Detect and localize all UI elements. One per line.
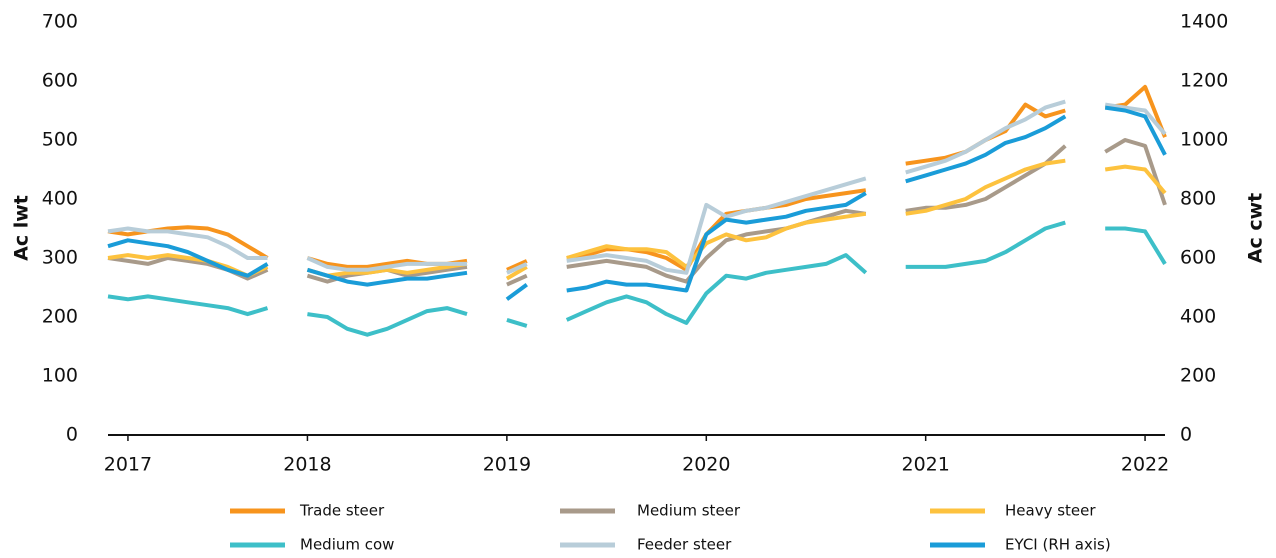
y-tick-label: 600 — [42, 70, 78, 92]
series-line — [107, 105, 1167, 301]
y2-tick-label: 1400 — [1180, 11, 1228, 33]
y-tick-label: 0 — [66, 424, 78, 446]
x-tick-label: 2019 — [483, 454, 531, 476]
y-tick-label: 100 — [42, 365, 78, 387]
series-line — [107, 158, 1167, 281]
y2-tick-label: 600 — [1180, 247, 1216, 269]
legend-label: Heavy steer — [1005, 502, 1096, 520]
y-tick-label: 200 — [42, 306, 78, 328]
legend-label: Medium steer — [637, 502, 741, 520]
y-tick-label: 500 — [42, 129, 78, 151]
y2-tick-label: 800 — [1180, 188, 1216, 210]
y-tick-label: 300 — [42, 247, 78, 269]
series-line — [107, 220, 1167, 337]
x-tick-label: 2021 — [901, 454, 949, 476]
y-tick-label: 700 — [42, 11, 78, 33]
y2-tick-label: 200 — [1180, 365, 1216, 387]
x-tick-label: 2022 — [1121, 454, 1169, 476]
x-tick-label: 2017 — [104, 454, 152, 476]
x-tick-label: 2018 — [283, 454, 331, 476]
legend-label: Medium cow — [300, 536, 394, 554]
legend-label: Feeder steer — [637, 536, 732, 554]
series-line — [107, 84, 1167, 272]
y2-tick-label: 1000 — [1180, 129, 1228, 151]
x-tick-label: 2020 — [682, 454, 730, 476]
y2-tick-label: 1200 — [1180, 70, 1228, 92]
legend-label: Trade steer — [299, 502, 385, 520]
y2-tick-label: 0 — [1180, 424, 1192, 446]
y2-axis-label: Ac cwt — [1245, 193, 1267, 263]
y2-tick-label: 400 — [1180, 306, 1216, 328]
y-tick-label: 400 — [42, 188, 78, 210]
legend-label: EYCI (RH axis) — [1005, 536, 1111, 554]
series-line — [107, 99, 1167, 275]
y-axis-label: Ac lwt — [11, 195, 33, 261]
